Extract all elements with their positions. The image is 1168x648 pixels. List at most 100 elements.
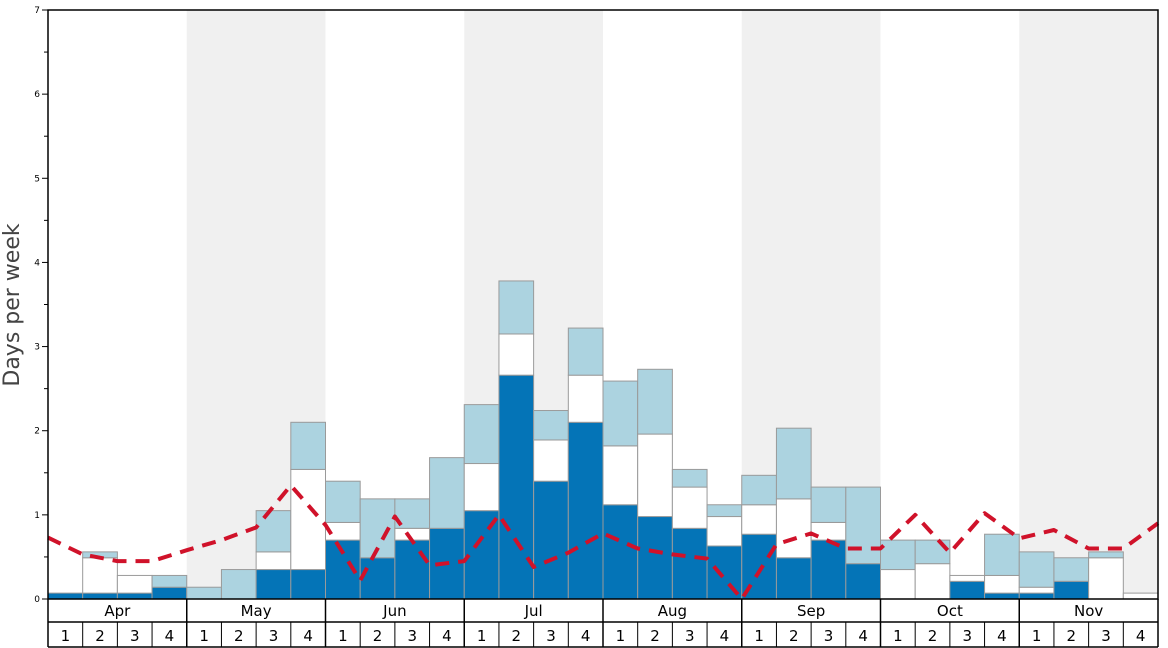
week-label-apr-2: 2 bbox=[95, 627, 105, 645]
bar-dark-17 bbox=[637, 516, 673, 600]
y-tick-label-3: 3 bbox=[34, 343, 40, 353]
week-label-jun-1: 1 bbox=[338, 627, 348, 645]
bar-dark-23 bbox=[845, 563, 881, 600]
bar-white-7 bbox=[290, 468, 326, 571]
bar-light-6 bbox=[255, 510, 292, 553]
week-label-jul-3: 3 bbox=[546, 627, 556, 645]
y-axis-label: Days per week bbox=[0, 223, 25, 386]
bar-light-30 bbox=[1088, 551, 1124, 559]
week-label-apr-4: 4 bbox=[165, 627, 175, 645]
bar-white-16 bbox=[602, 445, 639, 506]
bar-light-16 bbox=[602, 380, 639, 447]
bar-dark-26 bbox=[949, 580, 986, 600]
bar-light-11 bbox=[429, 457, 465, 529]
bar-dark-20 bbox=[741, 533, 777, 600]
average-line-path bbox=[47, 483, 1160, 601]
bar-white-6 bbox=[255, 551, 292, 571]
bar-dark-27 bbox=[984, 592, 1020, 600]
month-label-jul: Jul bbox=[524, 602, 543, 620]
bar-light-24 bbox=[880, 539, 916, 571]
bar-dark-9 bbox=[359, 557, 396, 600]
month-label-aug: Aug bbox=[658, 602, 687, 620]
week-label-aug-1: 1 bbox=[616, 627, 626, 645]
month-label-apr: Apr bbox=[104, 602, 131, 620]
x-axis: Apr 1 2 3 4 May 1 2 3 4 Jun 1 2 3 4 Jul 1 2 3 4 Aug 1 2 3 4 Sep 1 2… bbox=[47, 599, 1159, 648]
bar-white-12 bbox=[463, 463, 500, 512]
bar-dark-14 bbox=[533, 480, 569, 600]
bar-light-7 bbox=[290, 421, 326, 470]
bar-white-14 bbox=[533, 439, 569, 482]
y-tick-label-1: 1 bbox=[34, 511, 40, 521]
week-label-nov-4: 4 bbox=[1136, 627, 1146, 645]
week-label-nov-3: 3 bbox=[1101, 627, 1111, 645]
week-label-may-1: 1 bbox=[199, 627, 209, 645]
week-label-nov-2: 2 bbox=[1067, 627, 1077, 645]
bar-dark-7 bbox=[290, 569, 326, 600]
bar-dark-18 bbox=[671, 527, 708, 600]
week-label-sep-4: 4 bbox=[858, 627, 868, 645]
bar-dark-28 bbox=[1018, 592, 1055, 600]
month-band-nov bbox=[1019, 10, 1158, 599]
bar-light-4 bbox=[186, 586, 222, 600]
bar-light-21 bbox=[775, 427, 812, 500]
bar-dark-10 bbox=[394, 539, 431, 600]
bar-white-17 bbox=[637, 433, 673, 518]
week-label-aug-4: 4 bbox=[720, 627, 730, 645]
week-label-jun-2: 2 bbox=[373, 627, 383, 645]
y-axis-ticks: 0 1 2 3 4 5 6 7 bbox=[34, 6, 48, 605]
bar-light-25 bbox=[914, 539, 951, 565]
bar-white-31 bbox=[1122, 592, 1159, 600]
week-label-aug-2: 2 bbox=[650, 627, 660, 645]
bar-dark-16 bbox=[602, 504, 639, 600]
bar-light-23 bbox=[845, 486, 881, 565]
bar-light-14 bbox=[533, 410, 569, 441]
bar-white-27 bbox=[984, 574, 1020, 594]
bar-white-26 bbox=[949, 574, 986, 582]
bar-light-3 bbox=[151, 574, 188, 588]
week-label-nov-1: 1 bbox=[1032, 627, 1042, 645]
bar-white-30 bbox=[1088, 557, 1124, 600]
bar-dark-1 bbox=[82, 592, 118, 600]
y-tick-label-6: 6 bbox=[34, 90, 40, 100]
bar-light-28 bbox=[1018, 551, 1055, 588]
month-label-jun: Jun bbox=[382, 602, 406, 620]
bar-light-15 bbox=[567, 327, 604, 376]
bar-dark-13 bbox=[498, 374, 535, 600]
week-label-may-2: 2 bbox=[234, 627, 244, 645]
average-line bbox=[47, 483, 1160, 601]
bar-dark-22 bbox=[810, 539, 847, 600]
bar-white-28 bbox=[1018, 586, 1055, 594]
bar-white-21 bbox=[775, 498, 812, 559]
y-tick-label-2: 2 bbox=[34, 427, 40, 437]
week-label-jul-2: 2 bbox=[512, 627, 522, 645]
bar-white-25 bbox=[914, 563, 951, 600]
week-label-jun-3: 3 bbox=[407, 627, 417, 645]
bar-light-20 bbox=[741, 474, 777, 506]
bar-white-13 bbox=[498, 333, 535, 376]
month-label-nov: Nov bbox=[1074, 602, 1103, 620]
bar-light-27 bbox=[984, 533, 1020, 576]
bar-white-15 bbox=[567, 374, 604, 423]
bar-white-19 bbox=[706, 516, 743, 547]
bar-light-19 bbox=[706, 504, 743, 518]
bar-white-20 bbox=[741, 504, 777, 535]
bar-dark-3 bbox=[151, 586, 188, 600]
bar-white-24 bbox=[880, 569, 916, 600]
bar-light-12 bbox=[463, 404, 500, 465]
month-label-may: May bbox=[241, 602, 272, 620]
week-label-apr-3: 3 bbox=[130, 627, 140, 645]
bar-light-13 bbox=[498, 280, 535, 335]
bar-light-5 bbox=[220, 569, 257, 600]
week-label-aug-3: 3 bbox=[685, 627, 695, 645]
y-tick-label-7: 7 bbox=[34, 6, 40, 16]
week-label-oct-3: 3 bbox=[962, 627, 972, 645]
month-label-oct: Oct bbox=[937, 602, 963, 620]
week-label-apr-1: 1 bbox=[61, 627, 71, 645]
bar-light-8 bbox=[325, 480, 361, 523]
week-label-sep-1: 1 bbox=[754, 627, 764, 645]
bar-dark-2 bbox=[116, 592, 153, 600]
bar-dark-29 bbox=[1053, 580, 1090, 600]
week-label-oct-2: 2 bbox=[928, 627, 938, 645]
week-label-may-4: 4 bbox=[303, 627, 313, 645]
